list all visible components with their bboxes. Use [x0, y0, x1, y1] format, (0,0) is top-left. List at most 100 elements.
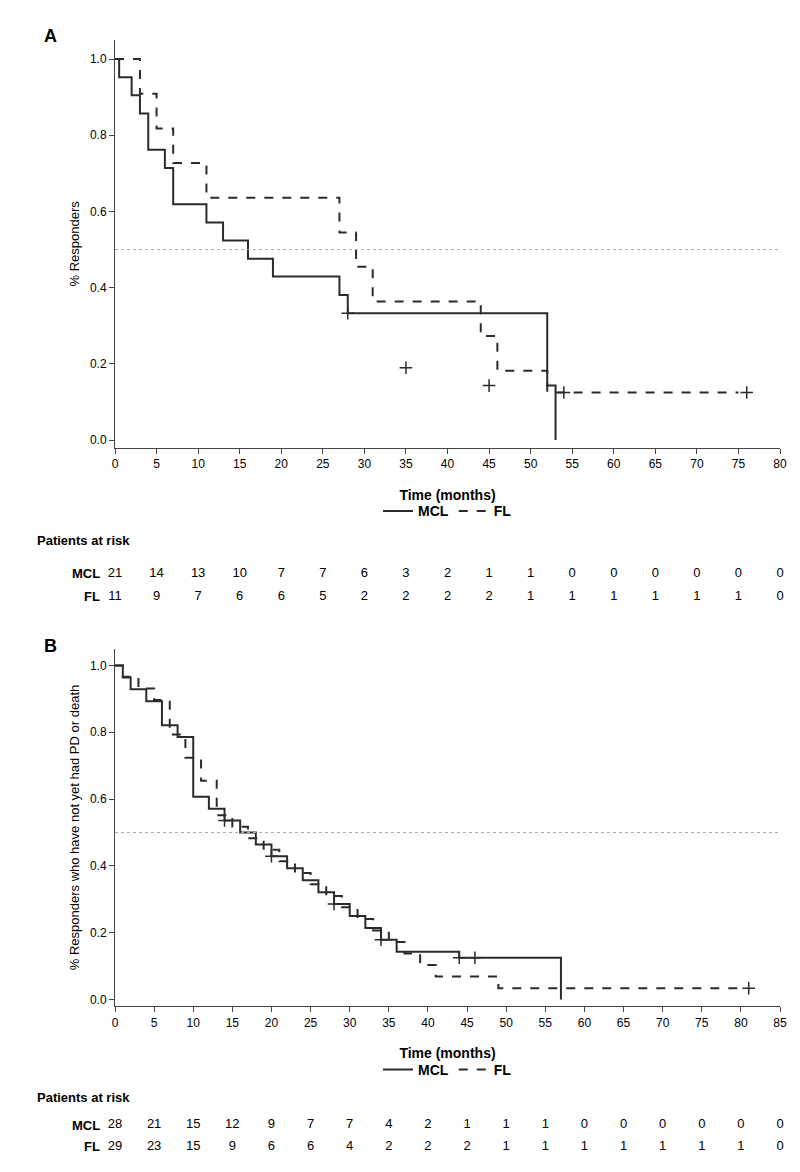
svg-text:0: 0	[659, 1116, 666, 1131]
svg-text:85: 85	[773, 1016, 787, 1030]
svg-text:50: 50	[500, 1016, 514, 1030]
svg-text:1: 1	[735, 588, 742, 603]
svg-text:21: 21	[108, 565, 122, 580]
svg-text:0: 0	[112, 457, 119, 471]
svg-text:1: 1	[659, 1138, 666, 1153]
svg-text:6: 6	[361, 565, 368, 580]
svg-text:15: 15	[186, 1116, 200, 1131]
svg-text:70: 70	[656, 1016, 670, 1030]
svg-text:2: 2	[444, 565, 451, 580]
svg-text:15: 15	[186, 1138, 200, 1153]
svg-text:1: 1	[527, 565, 534, 580]
svg-text:10: 10	[232, 565, 246, 580]
svg-text:0.0: 0.0	[90, 993, 107, 1007]
svg-text:A: A	[44, 26, 57, 46]
svg-text:1: 1	[527, 588, 534, 603]
svg-text:% Responders who have not yet: % Responders who have not yet had PD or …	[67, 685, 82, 970]
svg-text:MCL: MCL	[72, 566, 100, 581]
svg-text:7: 7	[307, 1116, 314, 1131]
svg-text:6: 6	[307, 1138, 314, 1153]
svg-text:65: 65	[617, 1016, 631, 1030]
svg-text:MCL: MCL	[72, 1118, 100, 1133]
svg-text:7: 7	[346, 1116, 353, 1131]
svg-text:0.2: 0.2	[90, 357, 107, 371]
svg-text:0: 0	[693, 565, 700, 580]
svg-text:23: 23	[147, 1138, 161, 1153]
svg-text:0: 0	[776, 1138, 783, 1153]
svg-text:9: 9	[153, 588, 160, 603]
svg-text:0: 0	[776, 565, 783, 580]
svg-text:10: 10	[191, 457, 205, 471]
svg-text:2: 2	[385, 1138, 392, 1153]
svg-text:FL: FL	[494, 1062, 512, 1078]
svg-text:1: 1	[581, 1138, 588, 1153]
svg-text:60: 60	[607, 457, 621, 471]
svg-text:1: 1	[542, 1116, 549, 1131]
svg-text:80: 80	[734, 1016, 748, 1030]
svg-text:1: 1	[463, 1116, 470, 1131]
svg-text:2: 2	[444, 588, 451, 603]
svg-text:1: 1	[693, 588, 700, 603]
svg-text:5: 5	[151, 1016, 158, 1030]
svg-text:MCL: MCL	[418, 1062, 449, 1078]
svg-text:6: 6	[278, 588, 285, 603]
svg-text:0: 0	[737, 1116, 744, 1131]
svg-text:40: 40	[441, 457, 455, 471]
svg-text:1.0: 1.0	[90, 659, 107, 673]
svg-text:4: 4	[385, 1116, 392, 1131]
svg-text:7: 7	[195, 588, 202, 603]
svg-text:2: 2	[463, 1138, 470, 1153]
svg-text:1: 1	[652, 588, 659, 603]
svg-text:25: 25	[316, 457, 330, 471]
svg-text:1: 1	[542, 1138, 549, 1153]
svg-text:55: 55	[566, 457, 580, 471]
svg-text:B: B	[44, 636, 57, 656]
svg-text:15: 15	[226, 1016, 240, 1030]
svg-text:0.6: 0.6	[90, 205, 107, 219]
svg-text:13: 13	[191, 565, 205, 580]
svg-text:25: 25	[304, 1016, 318, 1030]
svg-text:0: 0	[776, 1116, 783, 1131]
svg-text:65: 65	[649, 457, 663, 471]
svg-text:30: 30	[343, 1016, 357, 1030]
svg-text:2: 2	[361, 588, 368, 603]
svg-text:0.8: 0.8	[90, 128, 107, 142]
svg-text:35: 35	[382, 1016, 396, 1030]
svg-text:% Responders: % Responders	[67, 201, 82, 287]
svg-text:0.8: 0.8	[90, 725, 107, 739]
svg-text:Time (months): Time (months)	[399, 487, 495, 503]
svg-text:9: 9	[268, 1116, 275, 1131]
svg-text:0: 0	[776, 588, 783, 603]
svg-text:29: 29	[108, 1138, 122, 1153]
svg-text:11: 11	[108, 588, 122, 603]
svg-text:0: 0	[610, 565, 617, 580]
svg-text:28: 28	[108, 1116, 122, 1131]
svg-text:70: 70	[690, 457, 704, 471]
svg-text:30: 30	[358, 457, 372, 471]
svg-text:2: 2	[424, 1138, 431, 1153]
svg-text:75: 75	[732, 457, 746, 471]
svg-text:45: 45	[482, 457, 496, 471]
svg-text:0: 0	[652, 565, 659, 580]
svg-text:55: 55	[539, 1016, 553, 1030]
svg-text:2: 2	[485, 588, 492, 603]
svg-text:7: 7	[278, 565, 285, 580]
svg-text:20: 20	[265, 1016, 279, 1030]
svg-text:0: 0	[112, 1016, 119, 1030]
svg-text:0.4: 0.4	[90, 281, 107, 295]
svg-text:1: 1	[503, 1116, 510, 1131]
svg-text:Time (months): Time (months)	[399, 1045, 495, 1061]
svg-text:7: 7	[319, 565, 326, 580]
svg-text:0: 0	[581, 1116, 588, 1131]
svg-text:MCL: MCL	[418, 503, 449, 519]
svg-text:2: 2	[402, 588, 409, 603]
svg-text:50: 50	[524, 457, 538, 471]
svg-text:Patients at risk: Patients at risk	[37, 533, 130, 548]
svg-text:1: 1	[485, 565, 492, 580]
svg-text:0.6: 0.6	[90, 792, 107, 806]
svg-text:0: 0	[620, 1116, 627, 1131]
svg-text:3: 3	[402, 565, 409, 580]
svg-text:0.4: 0.4	[90, 859, 107, 873]
svg-text:2: 2	[424, 1116, 431, 1131]
svg-text:0: 0	[735, 565, 742, 580]
